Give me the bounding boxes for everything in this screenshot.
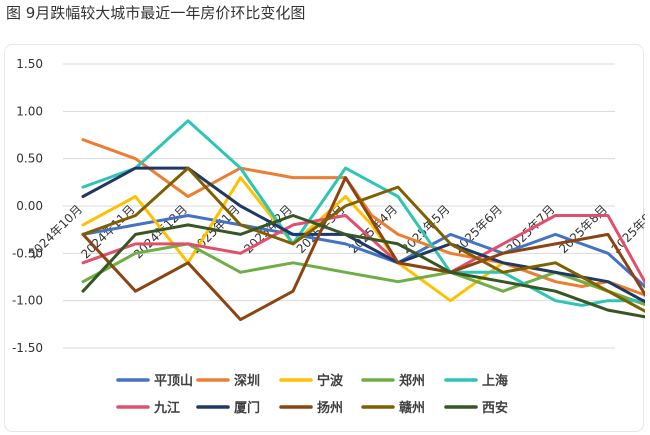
chart-card: 1.50 1.00 0.50 0.00 -0.50 -1.00 -1.50 2024年10月… (4, 44, 645, 432)
y-tick-label: 0.00 (16, 199, 43, 213)
y-axis: 1.50 1.00 0.50 0.00 -0.50 -1.00 -1.50 (12, 57, 43, 355)
series-line-深圳 (81, 138, 645, 297)
legend-label: 扬州 (317, 400, 343, 416)
y-tick-label: -1.00 (12, 294, 43, 308)
legend-label: 郑州 (399, 373, 425, 389)
legend-label: 赣州 (399, 400, 425, 416)
figure-title: 图 9月跌幅较大城市最近一年房价环比变化图 (6, 4, 306, 22)
legend-label: 上海 (482, 373, 508, 389)
grid-lines (63, 63, 615, 349)
series-line-赣州 (81, 166, 645, 313)
y-tick-label: 1.00 (16, 104, 43, 118)
line-chart: 1.501.000.500.00-0.50-1.00-1.50 2024年10月… (12, 57, 645, 416)
legend-label: 厦门 (234, 400, 260, 416)
y-tick-label: 1.50 (16, 57, 43, 71)
series-line-平顶山 (81, 214, 645, 289)
legend-label: 西安 (482, 400, 508, 416)
legend-label: 平顶山 (154, 373, 193, 389)
series-line-郑州 (81, 242, 645, 307)
series-line-西安 (81, 214, 645, 319)
y-tick-label: 0.50 (16, 152, 43, 166)
series-line-厦门 (81, 166, 645, 304)
series-line-扬州 (81, 176, 645, 322)
series-lines (81, 119, 645, 322)
y-tick-label: -1.50 (12, 341, 43, 355)
legend-label: 深圳 (234, 373, 260, 389)
legend-label: 九江 (153, 400, 180, 416)
series-line-上海 (81, 119, 645, 307)
legend-label: 宁波 (317, 373, 344, 389)
y-tick-label: -0.50 (12, 246, 43, 260)
x-tick-label: 2025年8月 (556, 202, 610, 256)
